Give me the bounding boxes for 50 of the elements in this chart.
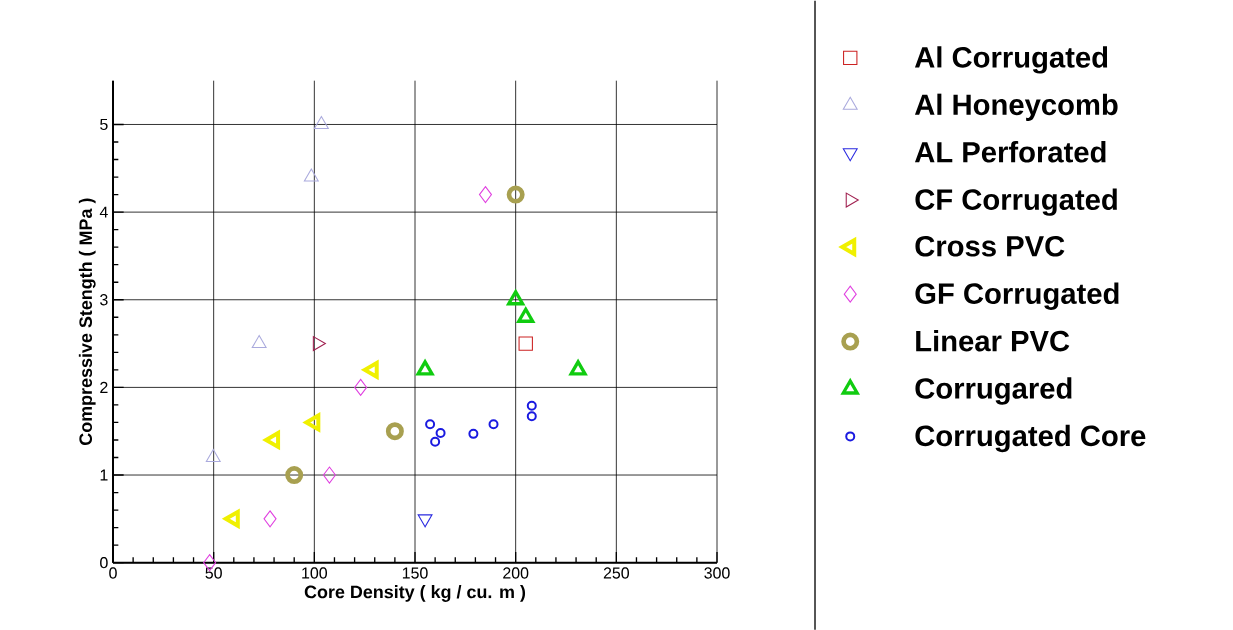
- point: [478, 185, 492, 203]
- point: [468, 428, 479, 439]
- point: [569, 360, 587, 376]
- point: [507, 289, 525, 306]
- x-tick-label: 150: [402, 567, 428, 579]
- point: [264, 430, 281, 449]
- point: [304, 413, 321, 432]
- point: [385, 422, 404, 441]
- x-tick-label: 0: [109, 567, 117, 579]
- legend-label: Corrugared: [915, 377, 1072, 405]
- point: [313, 115, 329, 129]
- point: [416, 360, 434, 376]
- legend-label: Cross PVC: [915, 235, 1065, 257]
- legend-label: AL Perforated: [914, 140, 1106, 163]
- y-tick-label: 1: [100, 469, 108, 481]
- x-tick-label: 300: [704, 567, 730, 579]
- point: [435, 427, 446, 438]
- legend-label: Al Corrugated: [914, 46, 1108, 74]
- x-tick-label: 100: [302, 567, 328, 579]
- point: [526, 400, 537, 411]
- point: [285, 465, 304, 484]
- legend-label: Al Honeycomb: [914, 93, 1118, 121]
- point: [506, 185, 525, 204]
- y-tick-label: 3: [100, 293, 108, 306]
- x-tick-label: 50: [205, 567, 222, 579]
- point: [425, 419, 436, 430]
- y-axis-title: Compressive Stength ( MPa ): [78, 198, 96, 445]
- point: [312, 335, 326, 351]
- y-tick-label: 0: [100, 556, 108, 569]
- point: [322, 466, 336, 484]
- point: [517, 307, 535, 323]
- y-tick-label: 5: [100, 118, 108, 130]
- legend-label: Corrugated Core: [915, 424, 1146, 452]
- point: [417, 514, 433, 528]
- point: [488, 419, 499, 430]
- point: [354, 378, 368, 396]
- legend-label: GF Corrugated: [915, 282, 1119, 310]
- legend-label: Linear PVC: [916, 329, 1070, 352]
- x-tick-label: 200: [503, 567, 529, 579]
- point: [430, 436, 441, 447]
- y-tick-label: 2: [100, 381, 108, 393]
- point: [526, 411, 537, 422]
- point: [303, 168, 319, 182]
- x-tick-label: 250: [603, 567, 630, 579]
- point: [251, 334, 267, 348]
- y-tick-label: 4: [99, 206, 108, 218]
- point: [518, 336, 533, 351]
- legend-label: CF Corrugated: [915, 188, 1117, 216]
- x-axis-title: Core Density ( kg / cu. m ): [304, 584, 526, 602]
- point: [263, 510, 277, 528]
